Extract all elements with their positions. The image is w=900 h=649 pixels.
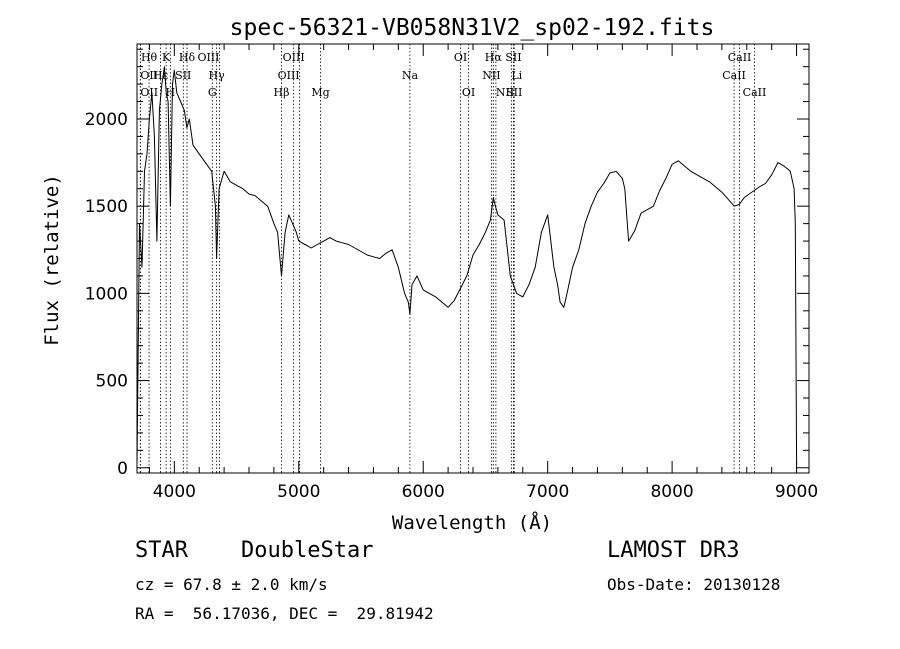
y-tick-label-2: 1000 xyxy=(85,284,128,304)
y-axis-label: Flux (relative) xyxy=(41,174,63,346)
object-subclass: DoubleStar xyxy=(241,538,374,563)
line-marker-label-21: Hβ xyxy=(274,86,290,99)
plot-frame xyxy=(136,43,810,474)
line-marker-label-0: Hθ xyxy=(141,51,158,64)
y-tick-label-0: 0 xyxy=(117,459,128,479)
series-layer xyxy=(136,66,798,465)
line-marker-label-12: Hγ xyxy=(209,69,226,82)
x-axis-label: Wavelength (Å) xyxy=(392,511,552,534)
line-marker-label-6: Hα xyxy=(485,51,503,64)
line-marker-label-1: K xyxy=(162,51,171,64)
x-tick-label-5: 9000 xyxy=(775,482,818,502)
line-marker-label-14: Na xyxy=(402,69,419,82)
line-marker-label-16: Li xyxy=(511,69,522,82)
line-marker-label-26: CaII xyxy=(743,86,767,99)
line-marker-label-20: G xyxy=(208,86,217,99)
coordinates: RA = 56.17036, DEC = 29.81942 xyxy=(135,604,434,623)
line-marker-label-19: H xyxy=(166,86,176,99)
line-marker-label-4: OIII xyxy=(283,51,305,64)
y-tick-label-1: 500 xyxy=(96,372,128,392)
redshift-velocity: cz = 67.8 ± 2.0 km/s xyxy=(135,575,328,594)
line-marker-label-22: Mg xyxy=(311,86,329,99)
line-marker-label-3: OIII xyxy=(197,51,219,64)
line-marker-label-17: CaII xyxy=(722,69,746,82)
x-tick-label-4: 8000 xyxy=(650,482,693,502)
line-marker-label-18: OII xyxy=(140,86,158,99)
chart-title: spec-56321-VB058N31V2_sp02-192.fits xyxy=(230,15,715,41)
line-marker-label-15: NII xyxy=(482,69,500,82)
line-marker-label-11: SII xyxy=(175,69,191,82)
y-tick-label-4: 2000 xyxy=(85,110,128,130)
line-marker-label-2: Hδ xyxy=(179,51,196,64)
survey-name: LAMOST DR3 xyxy=(607,538,740,563)
line-marker-label-7: SII xyxy=(505,51,521,64)
line-marker-label-25: SII xyxy=(506,86,522,99)
line-marker-label-23: OI xyxy=(462,86,475,99)
line-marker-label-10: Hε xyxy=(153,69,169,82)
line-marker-label-24: NII xyxy=(496,86,514,99)
x-tick-label-0: 4000 xyxy=(153,482,196,502)
line-marker-label-9: OII xyxy=(140,69,158,82)
x-tick-label-1: 5000 xyxy=(277,482,320,502)
x-tick-label-2: 6000 xyxy=(402,482,445,502)
object-class: STAR xyxy=(135,538,188,563)
x-tick-label-3: 7000 xyxy=(526,482,569,502)
axis-layer: 4000 5000 6000 7000 8000 9000 0 500 1000 1500 2000 xyxy=(85,44,818,502)
y-tick-label-3: 1500 xyxy=(85,197,128,217)
line-marker-label-13: OIII xyxy=(278,69,300,82)
series-line-flux xyxy=(136,66,798,465)
line-marker-label-5: OI xyxy=(454,51,467,64)
line-marker-label-8: CaII xyxy=(728,51,752,64)
observation-date: Obs-Date: 20130128 xyxy=(607,575,781,594)
